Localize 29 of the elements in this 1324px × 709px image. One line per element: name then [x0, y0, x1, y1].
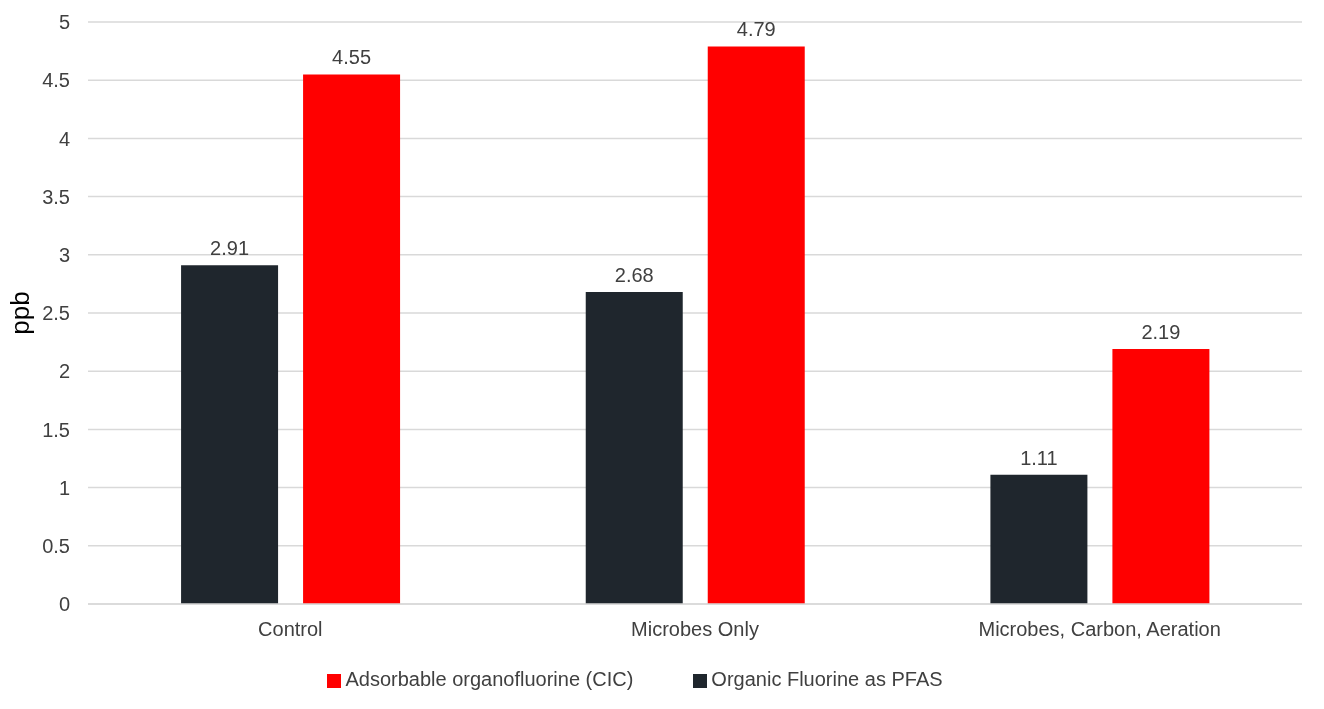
x-tick-label: Control	[258, 618, 323, 641]
x-tick-label: Microbes, Carbon, Aeration	[978, 618, 1221, 641]
y-tick-label: 4	[58, 127, 70, 150]
data-label: 2.68	[614, 264, 654, 287]
y-tick-label: 4.5	[42, 69, 70, 92]
bar	[1112, 349, 1210, 604]
y-tick-label: 3.5	[42, 185, 70, 208]
y-tick-label: 2.5	[42, 302, 70, 325]
y-tick-label: 1.5	[42, 418, 70, 441]
bar	[585, 292, 683, 604]
y-tick-label: 1	[58, 476, 70, 499]
data-label: 2.19	[1141, 321, 1181, 344]
data-label: 4.79	[736, 18, 776, 41]
y-tick-label: 3	[58, 243, 70, 266]
x-tick-label: Microbes Only	[631, 618, 759, 641]
data-label: 4.55	[332, 46, 372, 69]
legend-label: Organic Fluorine as PFAS	[711, 668, 943, 690]
y-tick-label: 5	[58, 11, 70, 34]
y-tick-label: 2	[58, 360, 70, 383]
y-tick-label: 0.5	[42, 534, 70, 557]
data-label: 2.91	[210, 237, 250, 260]
data-label: 1.11	[1020, 446, 1058, 469]
bar	[181, 265, 279, 604]
bar	[990, 474, 1088, 604]
bar	[303, 74, 401, 604]
y-axis-title: ppb	[5, 291, 36, 335]
y-tick-label: 0	[58, 593, 70, 616]
bar	[707, 46, 805, 604]
legend-label: Adsorbable organofluorine (CIC)	[345, 668, 634, 690]
